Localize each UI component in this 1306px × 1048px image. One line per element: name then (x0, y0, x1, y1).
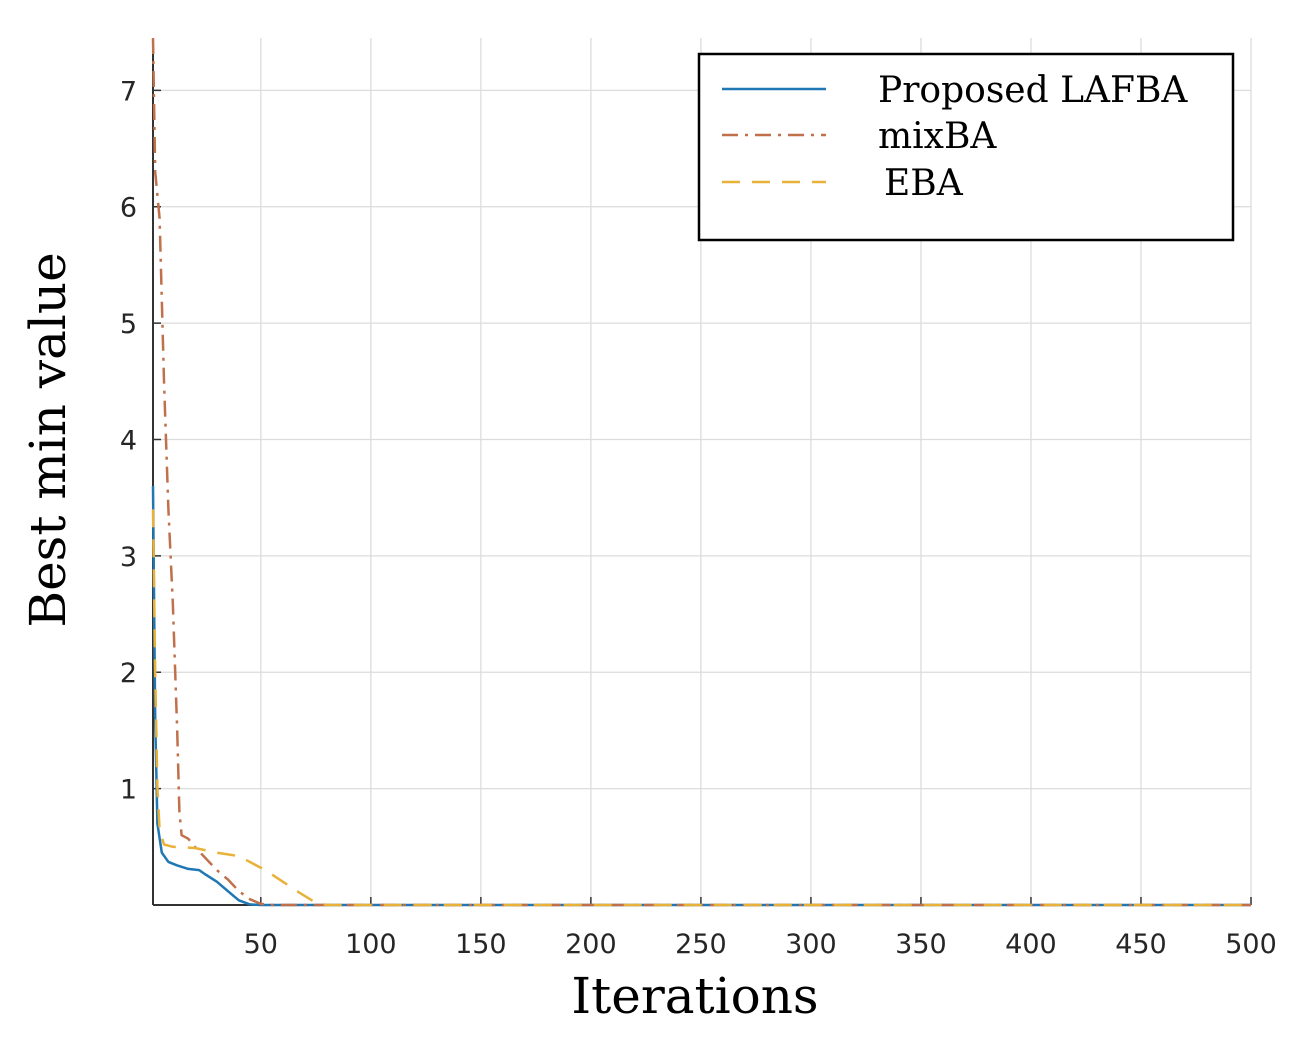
x-tick-label: 450 (1115, 929, 1167, 960)
x-tick-label: 350 (895, 929, 947, 960)
legend-label-0: Proposed LAFBA (878, 70, 1188, 111)
x-tick-label: 300 (785, 929, 837, 960)
y-tick-label: 4 (120, 425, 137, 456)
x-tick-label: 50 (244, 929, 278, 960)
x-tick-label: 200 (565, 929, 617, 960)
x-tick-label: 150 (455, 929, 507, 960)
series-line-1 (151, 37, 1251, 907)
x-tick-label: 400 (1005, 929, 1057, 960)
y-tick-label: 6 (120, 193, 137, 224)
y-tick-label: 5 (120, 309, 137, 340)
y-tick-label: 7 (120, 76, 137, 107)
x-tick-label: 250 (675, 929, 727, 960)
data-series (151, 37, 1251, 907)
legend-label-1: mixBA (878, 116, 997, 157)
legend-label-2: EBA (884, 163, 964, 204)
y-tick-label: 1 (120, 775, 137, 806)
series-line-0 (151, 486, 1251, 907)
x-axis-title: Iterations (571, 967, 818, 1025)
tick-labels: 50 100 150 200 250 300 350 400 450 500 1 2 3 4 5 6 7 (120, 76, 1277, 960)
legend: Proposed LAFBA mixBA EBA (697, 52, 1235, 242)
y-tick-label: 2 (120, 658, 137, 689)
legend-box (697, 52, 1235, 242)
y-axis-title: Best min value (19, 252, 77, 627)
x-tick-label: 100 (345, 929, 397, 960)
y-tick-label: 3 (120, 542, 137, 573)
x-tick-label: 500 (1225, 929, 1277, 960)
series-line-2 (151, 509, 1251, 907)
